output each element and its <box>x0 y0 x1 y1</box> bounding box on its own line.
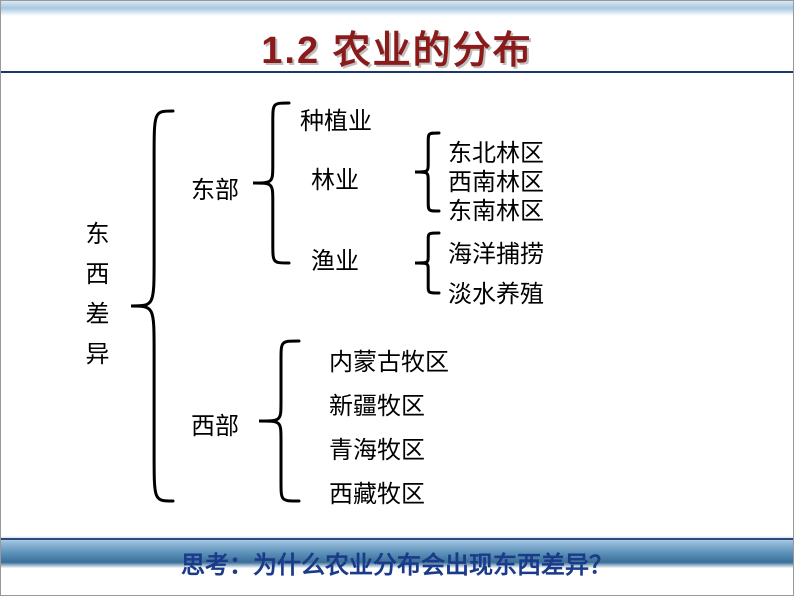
node-east-child: 渔业 <box>311 241 359 276</box>
brace-icon <box>415 233 439 293</box>
node-fish-child: 海洋捕捞 <box>448 234 544 269</box>
brace-icon <box>253 103 289 263</box>
node-east-child: 林业 <box>311 160 359 195</box>
node-fish-child: 淡水养殖 <box>448 274 544 309</box>
slide: 1.2 农业的分布 东西差异 东部 西部 种植业 林业 渔业 东北林区 西南林区… <box>0 0 794 596</box>
slide-title: 1.2 农业的分布 <box>1 19 793 74</box>
brace-icon <box>259 341 299 501</box>
node-forest-child: 东南林区 <box>448 191 544 226</box>
footer-question: 思考：为什么农业分布会出现东西差异？ <box>1 545 793 580</box>
brace-icon <box>415 133 439 211</box>
top-divider <box>1 71 793 73</box>
node-east-child: 种植业 <box>300 101 372 136</box>
bottom-divider <box>1 538 793 540</box>
brace-icon <box>131 111 173 501</box>
footer-text: 思考：为什么农业分布会出现东西差异？ <box>181 553 613 579</box>
title-text: 1.2 农业的分布 <box>261 30 532 72</box>
node-west-child: 内蒙古牧区 <box>329 342 449 377</box>
node-east: 东部 <box>191 170 239 205</box>
node-west-child: 西藏牧区 <box>329 474 425 509</box>
root-label: 东西差异 <box>77 221 112 381</box>
node-west: 西部 <box>191 406 239 441</box>
node-west-child: 新疆牧区 <box>329 386 425 421</box>
node-west-child: 青海牧区 <box>329 430 425 465</box>
